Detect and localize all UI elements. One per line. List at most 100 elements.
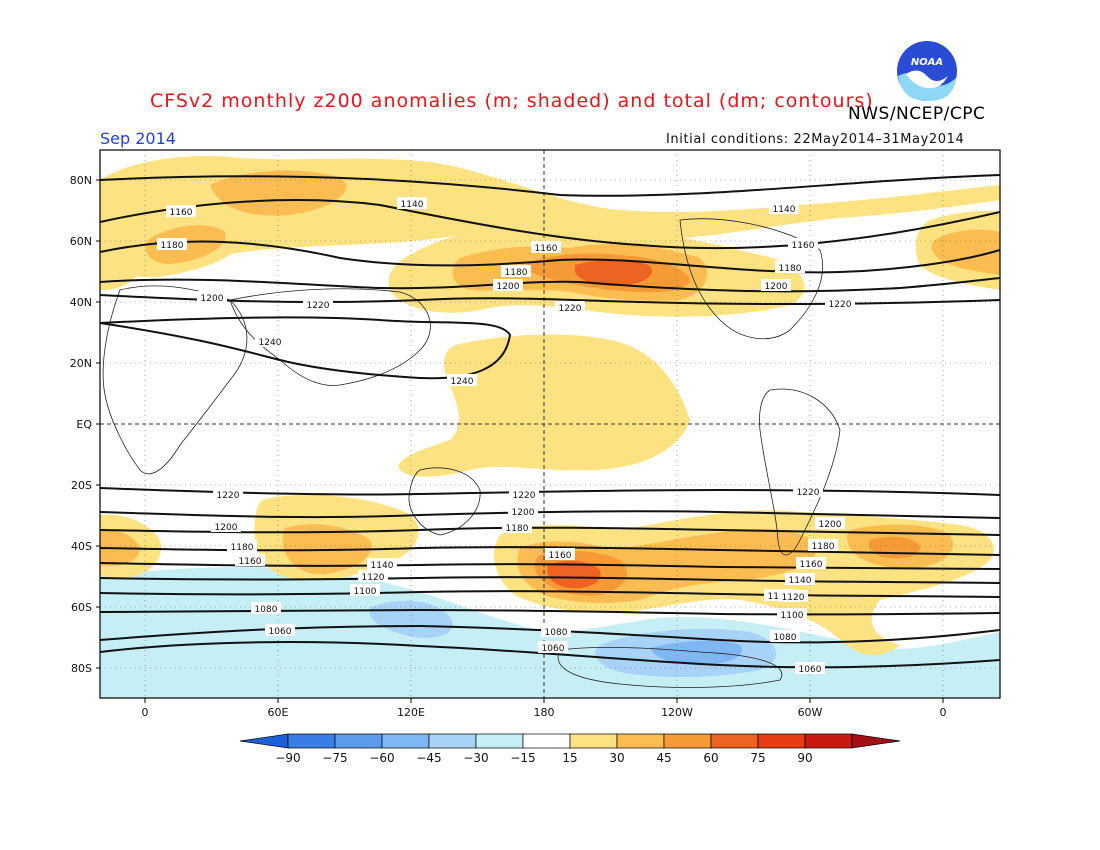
contour-label: 1220 [559, 304, 582, 314]
contour-label: 1160 [800, 560, 823, 570]
positive-anomaly-south-pacific-peak [547, 560, 601, 589]
contour-label: 1220 [797, 488, 820, 498]
lon-tick-label: 60E [268, 706, 289, 719]
colorbar-segment [757, 733, 806, 749]
contour-label: 1160 [535, 244, 558, 254]
colorbar: −90 −75 −60 −45 −30 −15 15 30 45 60 75 90 [239, 733, 901, 765]
colorbar-segment [804, 733, 853, 749]
contour-label: 1180 [161, 241, 184, 251]
contour-label: 1120 [362, 573, 385, 583]
contour-label: 1200 [215, 523, 238, 533]
colorbar-segment [287, 733, 336, 749]
lon-tick-label: 120E [397, 706, 425, 719]
lat-tick-label: 40N [70, 296, 92, 309]
lat-tick-label: 60S [71, 601, 92, 614]
contour-label: 1160 [792, 241, 815, 251]
colorbar-label: −15 [510, 751, 535, 765]
colorbar-label: −75 [322, 751, 347, 765]
contour-label: 1180 [779, 264, 802, 274]
lat-tick-label: 20S [71, 479, 92, 492]
map-title: CFSv2 monthly z200 anomalies (m; shaded)… [150, 90, 874, 112]
contour-label: 1080 [255, 605, 278, 615]
positive-anomaly-atlantic-east-core [931, 229, 1000, 275]
agency-label: NWS/NCEP/CPC [848, 104, 986, 124]
colorbar-label: 45 [656, 751, 671, 765]
negative-anomaly-arctic [100, 636, 380, 698]
colorbar-label: −60 [369, 751, 394, 765]
contour-label: 1240 [259, 338, 282, 348]
colorbar-right-arrow [851, 733, 901, 749]
contour-label: 1200 [497, 282, 520, 292]
contour-label: 1100 [354, 587, 377, 597]
lon-tick-label: 60W [798, 706, 823, 719]
contour-label: 1180 [505, 268, 528, 278]
contour-label: 1220 [307, 301, 330, 311]
contour-label: 1060 [542, 644, 565, 654]
colorbar-label: 30 [609, 751, 624, 765]
contour-label: 1220 [217, 491, 240, 501]
contour-label: 1180 [812, 542, 835, 552]
contour-label: 1080 [774, 633, 797, 643]
colorbar-label: 90 [797, 751, 812, 765]
contour-label: 1200 [765, 282, 788, 292]
colorbar-label: −45 [416, 751, 441, 765]
contour-label: 1160 [170, 208, 193, 218]
noaa-logo-text: NOAA [911, 57, 943, 68]
contour-label: 1200 [201, 294, 224, 304]
contour-label: 1240 [451, 377, 474, 387]
colorbar-segment [663, 733, 712, 749]
colorbar-segment [710, 733, 759, 749]
colorbar-segment [334, 733, 383, 749]
lat-tick-label: 20N [70, 357, 92, 370]
contour-label: 1220 [513, 491, 536, 501]
latitude-axis: 80N 60N 40N 20N EQ 20S 40S 60S 80S [70, 174, 100, 675]
lat-tick-label: 40S [71, 540, 92, 553]
contour-label: 1140 [401, 200, 424, 210]
colorbar-segment [428, 733, 477, 749]
lon-tick-label: 180 [534, 706, 555, 719]
lon-tick-label: 0 [940, 706, 947, 719]
colorbar-segment [522, 733, 571, 749]
colorbar-segment [475, 733, 524, 749]
contour-label: 1140 [789, 576, 812, 586]
lat-tick-label: 80N [70, 174, 92, 187]
colorbar-left-arrow [239, 733, 289, 749]
contour-label: 1220 [829, 300, 852, 310]
contour-label: 1140 [773, 205, 796, 215]
positive-anomaly-north-pacific-peak [575, 259, 652, 286]
contour-label: 1060 [269, 627, 292, 637]
longitude-axis: 0 60E 120E 180 120W 60W 0 [142, 698, 947, 719]
contour-label: 1200 [512, 508, 535, 518]
contour-label: 1180 [231, 543, 254, 553]
lat-tick-label: 60N [70, 235, 92, 248]
colorbar-label: −90 [275, 751, 300, 765]
colorbar-segment [569, 733, 618, 749]
colorbar-segment [616, 733, 665, 749]
contour-labels: 1140 1160 1180 1200 1220 1240 1240 1160 1180 1200… [157, 197, 855, 675]
noaa-logo-icon: NOAA [897, 41, 957, 102]
contour-label: 1160 [549, 551, 572, 561]
colorbar-segment [381, 733, 430, 749]
contour-label: 1120 [782, 593, 805, 603]
contour-label: 1180 [506, 524, 529, 534]
initial-conditions-label: Initial conditions: 22May2014–31May2014 [666, 132, 965, 147]
lat-tick-label: 80S [71, 662, 92, 675]
contour-label: 1080 [545, 628, 568, 638]
month-label: Sep 2014 [100, 129, 176, 148]
lon-tick-label: 120W [661, 706, 693, 719]
contour-label: 1140 [371, 561, 394, 571]
lat-tick-label: EQ [76, 418, 92, 431]
contour-label: 1100 [781, 611, 804, 621]
contour-label: 1160 [239, 557, 262, 567]
colorbar-label: 60 [703, 751, 718, 765]
colorbar-label: −30 [463, 751, 488, 765]
positive-anomaly-europe-arctic [210, 170, 347, 216]
colorbar-label: 15 [562, 751, 577, 765]
lon-tick-label: 0 [142, 706, 149, 719]
contour-label: 1060 [799, 665, 822, 675]
colorbar-label: 75 [750, 751, 765, 765]
contour-label: 1200 [819, 520, 842, 530]
height-contours [100, 174, 1000, 669]
coastlines [102, 218, 841, 688]
